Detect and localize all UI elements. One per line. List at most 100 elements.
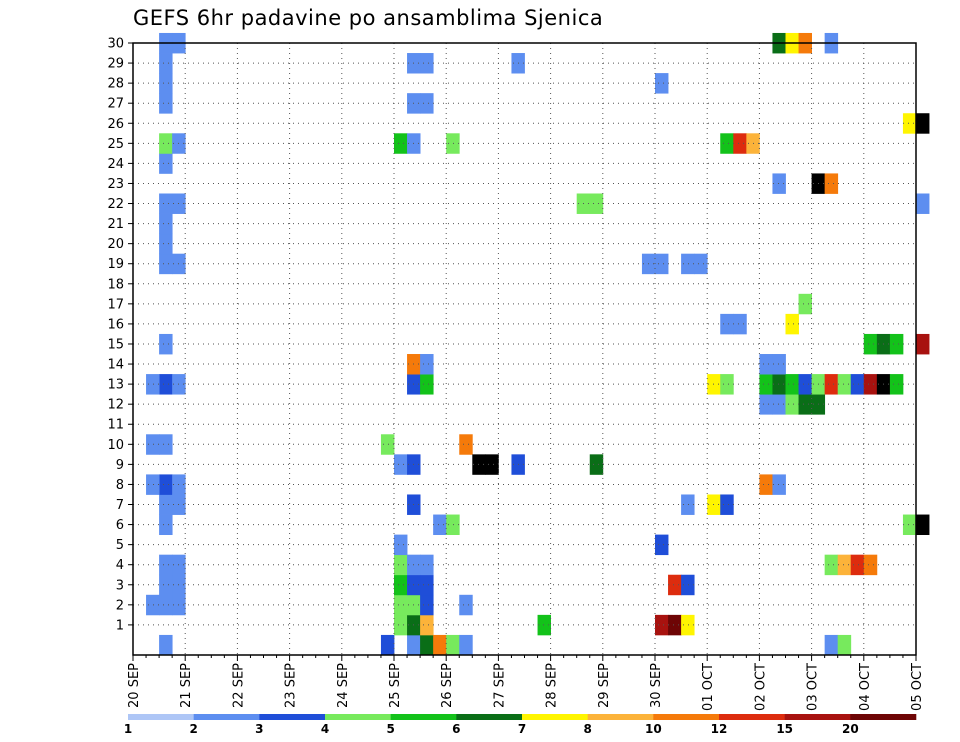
- cells-layer: [146, 32, 930, 656]
- heatmap-cell: [824, 554, 839, 576]
- y-tick-label: 18: [107, 277, 124, 292]
- x-tick-label: 26 SEP: [440, 663, 455, 708]
- legend-label: 1: [124, 722, 132, 736]
- legend-swatch: [784, 714, 851, 720]
- legend-swatch: [522, 714, 588, 720]
- heatmap-cell: [485, 454, 499, 475]
- legend-swatch: [390, 714, 457, 720]
- heatmap-cell: [772, 173, 786, 194]
- x-tick-label: 22 SEP: [231, 663, 246, 708]
- legend-label: 15: [776, 722, 793, 736]
- legend-swatch: [456, 714, 523, 720]
- x-tick-label: 27 SEP: [492, 663, 507, 708]
- heatmap-cell: [655, 73, 669, 94]
- y-tick-label: 21: [107, 217, 124, 232]
- y-tick-label: 26: [107, 117, 124, 132]
- heatmap-cell: [668, 574, 682, 596]
- x-tick-label: 24 SEP: [336, 663, 351, 708]
- heatmap-cell: [785, 374, 799, 395]
- heatmap-cell: [720, 133, 734, 154]
- heatmap-cell: [681, 614, 695, 636]
- heatmap-cell: [824, 173, 839, 194]
- heatmap-cell: [916, 514, 930, 536]
- legend-swatch: [325, 714, 391, 720]
- chart-title: GEFS 6hr padavine po ansamblima Sjenica: [133, 6, 604, 30]
- heatmap-cell: [733, 313, 747, 335]
- y-tick-label: 7: [116, 498, 124, 513]
- y-axis: 1234567891011121314151617181920212223242…: [107, 37, 133, 633]
- y-tick-label: 12: [107, 398, 124, 413]
- heatmap-cell: [420, 574, 434, 596]
- heatmap-cell: [394, 534, 408, 556]
- legend-swatch: [653, 714, 720, 720]
- heatmap-cell: [159, 474, 173, 495]
- y-tick-label: 8: [116, 478, 124, 493]
- heatmap-cell: [394, 614, 408, 636]
- heatmap-cell: [759, 394, 773, 415]
- legend-label: 10: [645, 722, 662, 736]
- heatmap-cell: [889, 333, 904, 355]
- heatmap-cell: [837, 554, 852, 576]
- heatmap-cell: [159, 133, 173, 154]
- heatmap-cell: [159, 73, 173, 94]
- y-tick-label: 19: [107, 257, 124, 272]
- heatmap-cell: [159, 494, 173, 515]
- heatmap-cell: [446, 634, 460, 656]
- heatmap-cell: [420, 614, 434, 636]
- heatmap-cell: [159, 554, 173, 576]
- x-tick-label: 25 SEP: [388, 663, 403, 708]
- heatmap-cell: [159, 213, 173, 235]
- heatmap-cell: [863, 333, 878, 355]
- y-tick-label: 30: [107, 37, 124, 52]
- heatmap-cell: [420, 594, 434, 616]
- legend-label: 20: [842, 722, 859, 736]
- heatmap-cell: [759, 474, 773, 495]
- y-tick-label: 11: [107, 418, 124, 433]
- legend-swatch: [587, 714, 654, 720]
- heatmap-cell: [889, 374, 904, 395]
- heatmap-cell: [759, 354, 773, 375]
- y-tick-label: 17: [107, 297, 124, 312]
- heatmap-cell: [785, 313, 799, 335]
- heatmap-cell: [159, 434, 173, 455]
- heatmap-cell: [850, 374, 865, 395]
- legend-swatch: [850, 714, 917, 720]
- heatmap-cell: [446, 133, 460, 154]
- heatmap-cell: [159, 574, 173, 596]
- heatmap-cell: [772, 474, 786, 495]
- heatmap-cell: [863, 374, 878, 395]
- heatmap-cell: [759, 374, 773, 395]
- y-tick-label: 10: [107, 438, 124, 453]
- heatmap-cell: [433, 634, 447, 656]
- heatmap-cell: [407, 634, 421, 656]
- heatmap-cell: [902, 113, 917, 134]
- y-tick-label: 29: [107, 57, 124, 72]
- heatmap-cell: [589, 193, 604, 214]
- heatmap-cell: [420, 634, 434, 656]
- heatmap-cell: [159, 634, 173, 656]
- heatmap-cell: [433, 514, 447, 536]
- heatmap-cell: [720, 313, 734, 335]
- y-tick-label: 4: [116, 558, 124, 573]
- heatmap-cell: [837, 374, 852, 395]
- legend-swatch: [259, 714, 326, 720]
- y-tick-label: 25: [107, 137, 124, 152]
- heatmap-cell: [159, 93, 173, 114]
- x-tick-label: 30 SEP: [649, 663, 664, 708]
- y-tick-label: 15: [107, 337, 124, 352]
- heatmap-cell: [916, 193, 930, 214]
- heatmap-cell: [380, 634, 395, 656]
- y-tick-label: 1: [116, 618, 124, 633]
- legend-label: 8: [583, 722, 591, 736]
- y-tick-label: 28: [107, 77, 124, 92]
- x-tick-label: 04 OCT: [858, 663, 873, 711]
- heatmap-cell: [459, 594, 473, 616]
- x-tick-label: 02 OCT: [753, 663, 768, 711]
- legend-label: 12: [711, 722, 728, 736]
- legend-swatch: [719, 714, 785, 720]
- y-tick-label: 3: [116, 578, 124, 593]
- y-tick-label: 24: [107, 157, 124, 172]
- heatmap-cell: [420, 374, 434, 395]
- heatmap-cell: [720, 494, 734, 515]
- grid-layer: [133, 42, 916, 655]
